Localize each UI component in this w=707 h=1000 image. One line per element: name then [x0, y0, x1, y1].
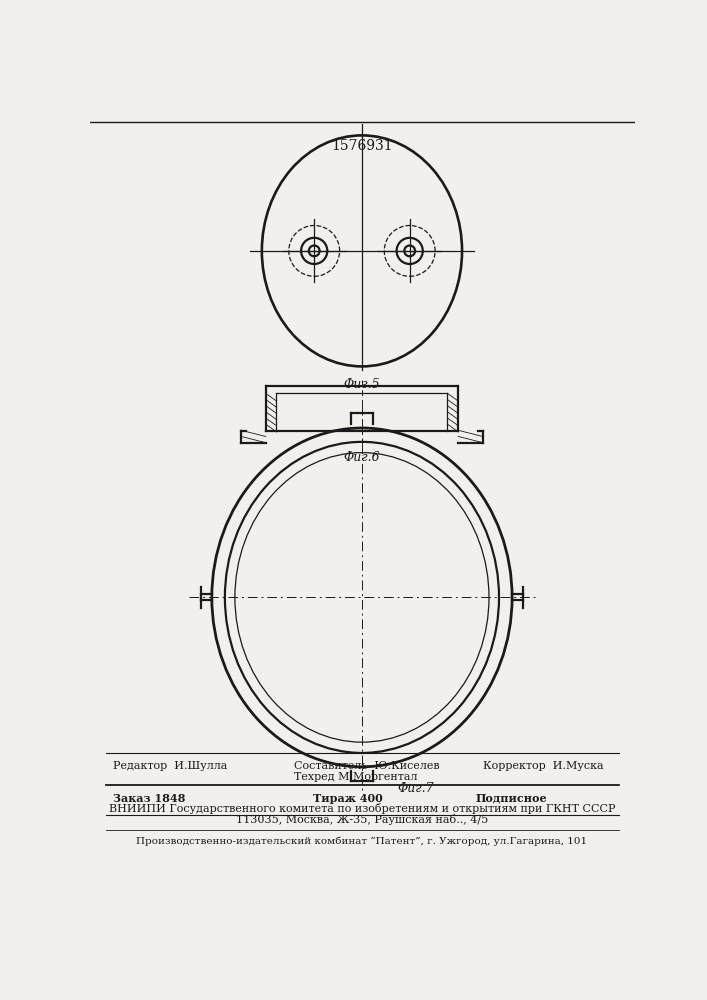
Text: Φиг.5: Φиг.5	[344, 378, 380, 391]
Text: Φиг.7: Φиг.7	[397, 782, 434, 795]
Text: ВНИИПИ Государственного комитета по изобретениям и открытиям при ГКНТ СССР: ВНИИПИ Государственного комитета по изоб…	[109, 803, 615, 814]
Text: Составитель  Ю.Киселев: Составитель Ю.Киселев	[294, 761, 440, 771]
Text: Заказ 1848: Заказ 1848	[113, 793, 186, 804]
Text: Техред М.Моргентал: Техред М.Моргентал	[294, 772, 418, 782]
Text: Производственно-издательский комбинат “Патент”, г. Ужгород, ул.Гагарина, 101: Производственно-издательский комбинат “П…	[136, 836, 588, 846]
Text: Корректор  И.Муска: Корректор И.Муска	[483, 761, 604, 771]
Text: Φиг.6: Φиг.6	[344, 451, 380, 464]
Text: Тираж 400: Тираж 400	[313, 793, 383, 804]
Text: Подписное: Подписное	[475, 793, 547, 804]
Text: Редактор  И.Шулла: Редактор И.Шулла	[113, 761, 228, 771]
Text: 113035, Москва, Ж-35, Раушская наб.., 4/5: 113035, Москва, Ж-35, Раушская наб.., 4/…	[236, 814, 488, 825]
Text: 1576931: 1576931	[331, 139, 393, 153]
